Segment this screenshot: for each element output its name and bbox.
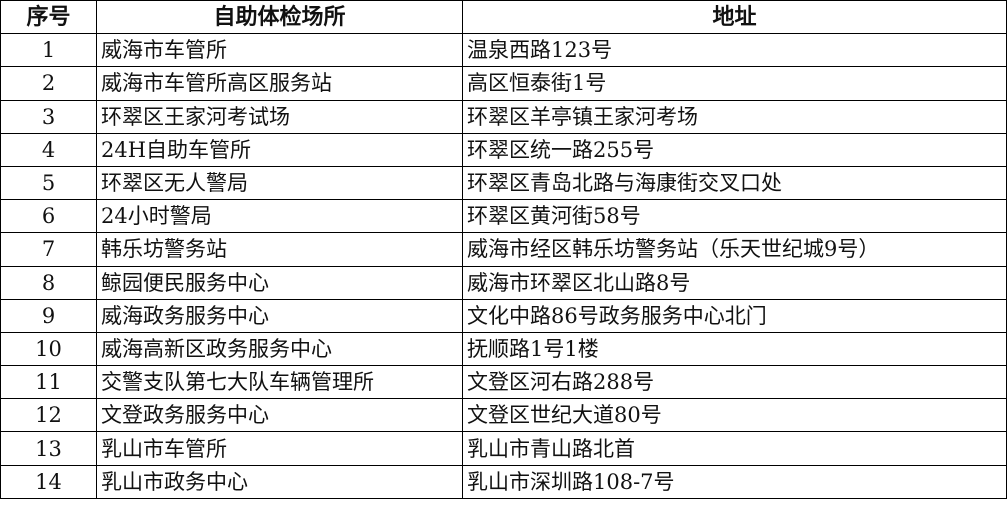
row-address: 乳山市深圳路108-7号 bbox=[462, 464, 1007, 499]
row-address: 文登区河右路288号 bbox=[462, 365, 1007, 400]
table-row: 7 韩乐坊警务站 威海市经区韩乐坊警务站（乐天世纪城9号） bbox=[0, 232, 1007, 267]
row-index: 13 bbox=[0, 431, 97, 466]
row-location: 威海政务服务中心 bbox=[96, 298, 463, 333]
table-row: 1 威海市车管所 温泉西路123号 bbox=[0, 33, 1007, 68]
row-index: 11 bbox=[0, 365, 97, 400]
row-address: 环翠区统一路255号 bbox=[462, 132, 1007, 167]
row-index: 12 bbox=[0, 398, 97, 433]
row-address: 文登区世纪大道80号 bbox=[462, 398, 1007, 433]
table-row: 3 环翠区王家河考试场 环翠区羊亭镇王家河考场 bbox=[0, 99, 1007, 134]
table-row: 6 24小时警局 环翠区黄河街58号 bbox=[0, 199, 1007, 234]
row-address: 高区恒泰街1号 bbox=[462, 66, 1007, 101]
header-location: 自助体检场所 bbox=[96, 0, 463, 35]
row-index: 7 bbox=[0, 232, 97, 267]
row-index: 6 bbox=[0, 199, 97, 234]
row-address: 温泉西路123号 bbox=[462, 33, 1007, 68]
row-location: 威海市车管所 bbox=[96, 33, 463, 68]
row-address: 抚顺路1号1楼 bbox=[462, 331, 1007, 367]
table-row: 13 乳山市车管所 乳山市青山路北首 bbox=[0, 431, 1007, 466]
row-index: 5 bbox=[0, 165, 97, 201]
table-row: 5 环翠区无人警局 环翠区青岛北路与海康街交叉口处 bbox=[0, 165, 1007, 201]
row-location: 环翠区王家河考试场 bbox=[96, 99, 463, 134]
table-row: 4 24H自助车管所 环翠区统一路255号 bbox=[0, 132, 1007, 167]
row-location: 24小时警局 bbox=[96, 199, 463, 234]
table-row: 10 威海高新区政务服务中心 抚顺路1号1楼 bbox=[0, 331, 1007, 367]
row-location: 乳山市车管所 bbox=[96, 431, 463, 466]
row-index: 3 bbox=[0, 99, 97, 134]
row-address: 威海市环翠区北山路8号 bbox=[462, 265, 1007, 300]
row-index: 14 bbox=[0, 464, 97, 499]
row-address: 环翠区青岛北路与海康街交叉口处 bbox=[462, 165, 1007, 201]
table-row: 11 交警支队第七大队车辆管理所 文登区河右路288号 bbox=[0, 365, 1007, 400]
table-row: 2 威海市车管所高区服务站 高区恒泰街1号 bbox=[0, 66, 1007, 101]
table-row: 12 文登政务服务中心 文登区世纪大道80号 bbox=[0, 398, 1007, 433]
self-service-inspection-locations-table: 序号 自助体检场所 地址 1 威海市车管所 温泉西路123号 2 威海市车管所高区服务站… bbox=[0, 0, 1007, 499]
row-location: 鲸园便民服务中心 bbox=[96, 265, 463, 300]
row-address: 乳山市青山路北首 bbox=[462, 431, 1007, 466]
header-address: 地址 bbox=[462, 0, 1007, 35]
header-index: 序号 bbox=[0, 0, 97, 35]
row-address: 环翠区羊亭镇王家河考场 bbox=[462, 99, 1007, 134]
row-index: 8 bbox=[0, 265, 97, 300]
row-address: 环翠区黄河街58号 bbox=[462, 199, 1007, 234]
row-location: 乳山市政务中心 bbox=[96, 464, 463, 499]
row-index: 2 bbox=[0, 66, 97, 101]
row-location: 24H自助车管所 bbox=[96, 132, 463, 167]
table-row: 8 鲸园便民服务中心 威海市环翠区北山路8号 bbox=[0, 265, 1007, 300]
row-address: 威海市经区韩乐坊警务站（乐天世纪城9号） bbox=[462, 232, 1007, 267]
row-index: 9 bbox=[0, 298, 97, 333]
row-location: 文登政务服务中心 bbox=[96, 398, 463, 433]
row-index: 1 bbox=[0, 33, 97, 68]
row-index: 10 bbox=[0, 331, 97, 367]
table-row: 14 乳山市政务中心 乳山市深圳路108-7号 bbox=[0, 464, 1007, 499]
row-address: 文化中路86号政务服务中心北门 bbox=[462, 298, 1007, 333]
row-location: 威海市车管所高区服务站 bbox=[96, 66, 463, 101]
row-location: 威海高新区政务服务中心 bbox=[96, 331, 463, 367]
header-row: 序号 自助体检场所 地址 bbox=[0, 0, 1007, 35]
row-location: 交警支队第七大队车辆管理所 bbox=[96, 365, 463, 400]
table-row: 9 威海政务服务中心 文化中路86号政务服务中心北门 bbox=[0, 298, 1007, 333]
row-index: 4 bbox=[0, 132, 97, 167]
row-location: 韩乐坊警务站 bbox=[96, 232, 463, 267]
row-location: 环翠区无人警局 bbox=[96, 165, 463, 201]
